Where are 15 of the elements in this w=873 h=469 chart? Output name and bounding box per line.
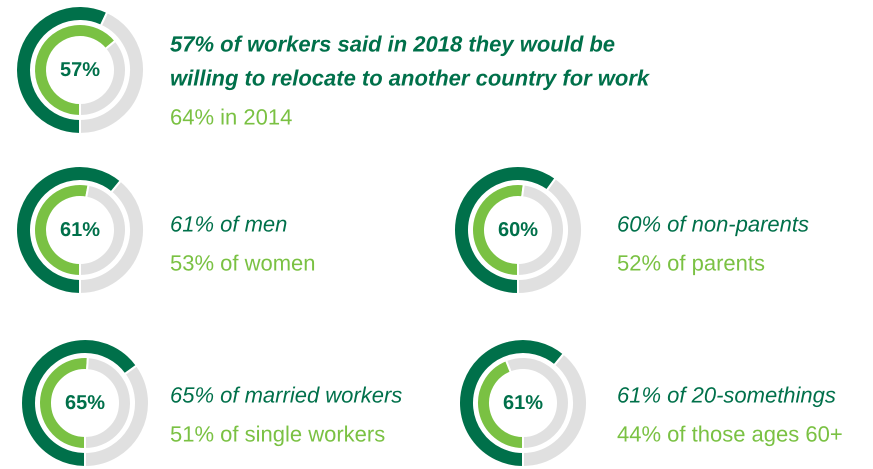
text: 57% of workers said in 2018 they would be willing to relocate to another country for work	[170, 32, 651, 90]
text: 61%	[60, 219, 100, 241]
text: 65% of married workers	[170, 382, 402, 408]
text: 52% of parents	[617, 250, 765, 276]
text: 44% of those ages 60+	[617, 422, 843, 446]
text: 60% of non-parents	[617, 212, 810, 236]
text: 53% of women	[170, 250, 316, 276]
text: 61%	[502, 392, 544, 414]
text: 51% of single workers	[170, 422, 386, 446]
text: 60%	[498, 219, 538, 241]
text: 65%	[64, 392, 106, 414]
text: 61% of men	[170, 212, 288, 236]
text: 61% of 20-somethings	[617, 382, 836, 408]
text: 57%	[60, 59, 100, 81]
text: 64% in 2014	[170, 104, 292, 130]
